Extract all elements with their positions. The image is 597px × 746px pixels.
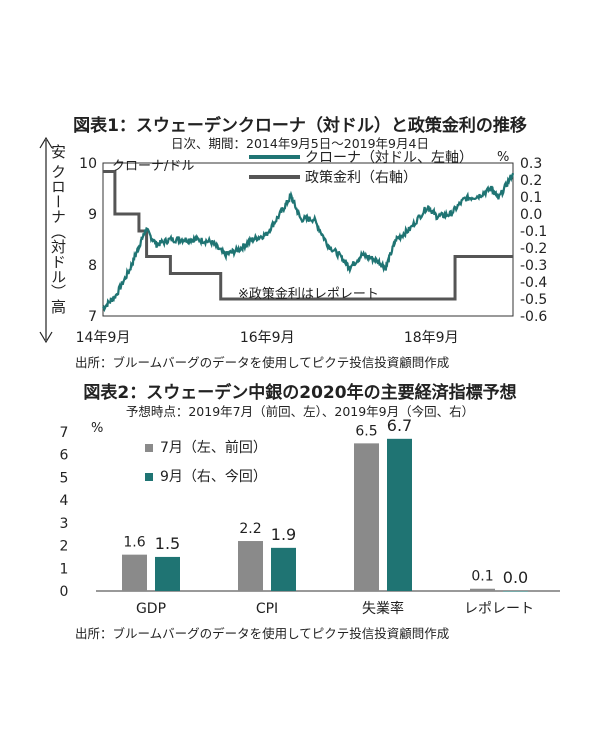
- y-tick-label: 2: [60, 539, 69, 555]
- right-tick-label: 0.0: [520, 207, 542, 223]
- bar-july: [470, 588, 495, 591]
- right-tick-label: 0.2: [520, 173, 542, 189]
- y-tick-label: 7: [60, 425, 69, 441]
- arrow-head-down: [39, 331, 53, 344]
- legend-label-krona: クローナ（対ドル、左軸）: [305, 150, 473, 166]
- category-label: CPI: [256, 601, 278, 617]
- bar-july: [238, 541, 263, 591]
- right-tick-label: -0.4: [520, 275, 547, 291]
- y-tick-label: 6: [60, 448, 69, 464]
- x-tick-label: 18年9月: [404, 330, 459, 346]
- right-tick-label: -0.6: [520, 309, 547, 325]
- bar-sept: [271, 547, 296, 591]
- category-label: 失業率: [362, 600, 404, 617]
- chart2-subtitle: 予想時点：2019年7月（前回、左）、2019年9月（今回、右）: [125, 404, 475, 419]
- legend-swatch-july: [145, 444, 153, 452]
- left-axis-label: 安 クローナ（対ドル）高: [49, 144, 67, 314]
- x-tick-label: 16年9月: [240, 330, 295, 346]
- right-tick-label: 0.1: [520, 190, 542, 206]
- left-tick-label: 10: [79, 156, 97, 172]
- value-label-sept: 1.5: [155, 534, 180, 553]
- value-label-july: 1.6: [123, 535, 145, 551]
- y-tick-label: 4: [60, 493, 69, 509]
- y-tick-label: 0: [60, 584, 69, 600]
- left-tick-label: 7: [88, 309, 97, 325]
- y-tick-label: 5: [60, 470, 69, 486]
- chart1-source: 出所：ブルームバーグのデータを使用してピクテ投信投資顧問作成: [75, 355, 450, 370]
- policy-rate-note: ※政策金利はレポレート: [238, 287, 379, 302]
- bar-july: [122, 554, 147, 591]
- bar-july: [354, 443, 379, 591]
- bar-sept: [155, 556, 180, 591]
- value-label-sept: 0.0: [503, 568, 528, 587]
- krona-line: [102, 172, 515, 313]
- arrow-head-up: [39, 136, 53, 149]
- legend-label-policy: 政策金利（右軸）: [305, 169, 417, 186]
- bar-sept: [503, 591, 528, 592]
- left-axis-unit: クローナ/ドル: [112, 159, 195, 174]
- category-label: レポレート: [464, 601, 534, 617]
- right-tick-label: -0.2: [520, 241, 547, 257]
- y-tick-label: 3: [60, 516, 69, 532]
- right-tick-label: -0.1: [520, 224, 547, 240]
- bar-sept: [387, 438, 412, 591]
- value-label-july: 0.1: [471, 569, 493, 585]
- policy-rate-line: [103, 170, 513, 301]
- left-tick-label: 8: [88, 258, 97, 274]
- legend-swatch-sept: [145, 473, 153, 481]
- legend-label-july: 7月（左、前回）: [160, 439, 267, 456]
- legend-label-sept: 9月（右、今回）: [160, 469, 267, 485]
- plot-frame: [102, 162, 514, 317]
- value-label-july: 2.2: [239, 521, 261, 537]
- chart1-subtitle: 日次、期間：2014年9月5日～2019年9月4日: [171, 136, 429, 151]
- right-axis-unit: %: [497, 150, 510, 165]
- right-tick-label: -0.3: [520, 258, 547, 274]
- value-label-july: 6.5: [355, 423, 377, 439]
- y-tick-label: 1: [60, 561, 69, 577]
- chart2-source: 出所：ブルームバーグのデータを使用してピクテ投信投資顧問作成: [75, 626, 450, 641]
- value-label-sept: 6.7: [387, 416, 412, 435]
- right-tick-label: 0.3: [520, 156, 542, 172]
- category-label: GDP: [136, 601, 166, 617]
- x-tick-label: 14年9月: [76, 330, 131, 346]
- chart2-unit: %: [91, 421, 104, 436]
- chart2-title: 図表2：スウェーデン中銀の2020年の主要経済指標予想: [83, 383, 517, 403]
- left-tick-label: 9: [88, 207, 97, 223]
- value-label-sept: 1.9: [271, 525, 296, 544]
- right-tick-label: -0.5: [520, 292, 547, 308]
- chart1-title: 図表1：スウェーデンクローナ（対ドル）と政策金利の推移: [73, 116, 527, 136]
